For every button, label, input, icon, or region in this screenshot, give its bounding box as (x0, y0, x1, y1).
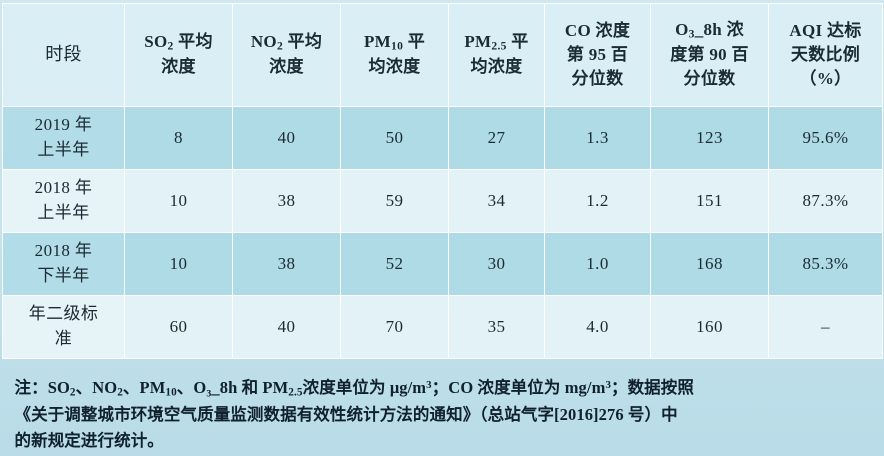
row-label: 2018 年 上半年 (2, 169, 125, 233)
header-cell-o3-8h: O3_8h 浓 度第 90 百 分位数 (650, 3, 769, 107)
cell-pm25: 34 (448, 169, 545, 233)
cell-pm25: 27 (448, 106, 545, 170)
cell-pm10: 59 (340, 169, 449, 233)
cell-o3-8h: 123 (650, 106, 769, 170)
header-cell-co: CO 浓度 第 95 百 分位数 (544, 3, 651, 107)
footnote-text: 注：SO2、NO2、PM10、O₃_8h 和 PM2.5浓度单位为 μg/m3；… (15, 375, 873, 455)
cell-so2: 10 (124, 232, 233, 296)
cell-no2: 40 (232, 106, 341, 170)
cell-no2: 40 (232, 295, 341, 359)
cell-co: 1.0 (544, 232, 651, 296)
cell-pm10: 70 (340, 295, 449, 359)
footnote-line-2: 《关于调整城市环境空气质量监测数据有效性统计方法的通知》（总站气字[2016]2… (14, 404, 678, 424)
cell-o3-8h: 151 (650, 169, 769, 233)
cell-o3-8h: 160 (650, 295, 769, 359)
header-cell-no2: NO2 平均 浓度 (232, 3, 341, 107)
table-row: 年二级标 准 60 40 70 35 4.0 160 – (2, 295, 883, 359)
cell-co: 1.2 (544, 169, 651, 233)
table-row: 2019 年 上半年 8 40 50 27 1.3 123 95.6% (2, 106, 883, 170)
table-footnote-row: 注：SO2、NO2、PM10、O₃_8h 和 PM2.5浓度单位为 μg/m3；… (3, 359, 883, 456)
cell-pm10: 52 (340, 232, 449, 296)
footnote-cell: 注：SO2、NO2、PM10、O₃_8h 和 PM2.5浓度单位为 μg/m3；… (3, 359, 883, 456)
cell-no2: 38 (232, 169, 341, 233)
header-cell-aqi: AQI 达标 天数比例 （%） (768, 3, 883, 107)
cell-co: 1.3 (544, 106, 651, 170)
cell-pm25: 35 (448, 295, 545, 359)
cell-so2: 10 (124, 169, 233, 233)
cell-pm25: 30 (448, 232, 545, 296)
cell-o3-8h: 168 (650, 232, 769, 296)
cell-aqi: 95.6% (768, 106, 883, 170)
footnote-line-1: 注：SO2、NO2、PM10、O₃_8h 和 PM2.5浓度单位为 μg/m3；… (14, 377, 694, 399)
cell-aqi: 85.3% (768, 232, 883, 296)
table-row: 2018 年 上半年 10 38 59 34 1.2 151 87.3% (2, 169, 883, 233)
cell-so2: 8 (124, 106, 233, 170)
header-cell-pm25: PM2.5 平 均浓度 (448, 3, 545, 107)
cell-so2: 60 (124, 295, 233, 359)
cell-no2: 38 (232, 232, 341, 296)
row-label: 2018 年 下半年 (2, 232, 125, 296)
header-cell-so2: SO2 平均 浓度 (124, 3, 233, 107)
air-quality-table: 时段 SO2 平均 浓度 NO2 平均 浓度 PM10 平 均浓度 PM2.5 … (2, 3, 883, 456)
header-cell-period: 时段 (2, 3, 125, 107)
cell-pm10: 50 (340, 106, 449, 170)
table-row: 2018 年 下半年 10 38 52 30 1.0 168 85.3% (2, 232, 883, 296)
cell-aqi: 87.3% (768, 169, 883, 233)
cell-aqi: – (768, 295, 883, 359)
header-cell-pm10: PM10 平 均浓度 (340, 3, 449, 107)
row-label: 年二级标 准 (2, 295, 125, 359)
cell-co: 4.0 (544, 295, 651, 359)
row-label: 2019 年 上半年 (2, 106, 125, 170)
table-header-row: 时段 SO2 平均 浓度 NO2 平均 浓度 PM10 平 均浓度 PM2.5 … (2, 3, 883, 107)
footnote-line-3: 的新规定进行统计。 (14, 431, 164, 451)
